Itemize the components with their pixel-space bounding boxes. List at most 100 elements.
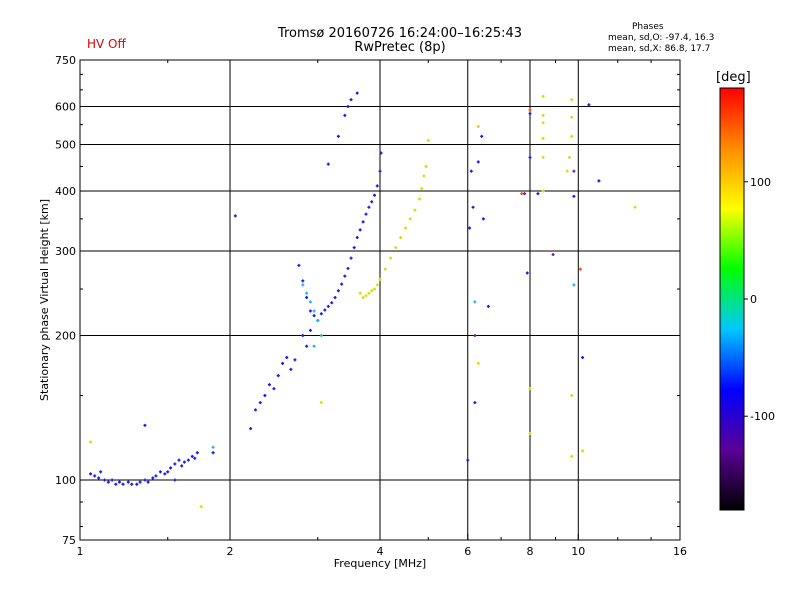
data-point [130,482,134,486]
y-tick-label: 75 [62,534,76,547]
data-point [473,401,477,405]
data-point [572,194,576,198]
data-point [367,291,371,295]
data-point [528,387,532,391]
data-point [570,454,574,458]
data-point [346,266,350,270]
data-point [285,355,289,359]
data-point [166,470,170,474]
x-tick-label: 4 [377,545,384,558]
data-point [301,334,305,338]
data-point [114,482,118,486]
data-point [211,445,215,449]
data-point [481,217,485,221]
data-point [301,283,305,287]
data-point [597,179,601,183]
data-point [413,208,417,212]
data-point [426,138,430,142]
data-point [143,478,147,482]
data-point [138,480,142,484]
data-point [473,300,477,304]
data-point [476,160,480,164]
data-point [424,164,428,168]
data-point [312,314,316,318]
data-point [373,287,377,291]
data-point [103,478,107,482]
data-point [97,476,101,480]
data-point [525,271,529,275]
data-point [305,296,309,300]
data-point [536,192,540,196]
data-point [272,387,276,391]
data-point [177,458,181,462]
data-point [476,361,480,365]
data-point [403,226,407,230]
data-point [358,291,362,295]
data-point [99,470,103,474]
data-point [480,134,484,138]
data-point [106,480,110,484]
data-point [169,466,173,470]
data-point [469,169,473,173]
data-point [173,462,177,466]
data-point [186,458,190,462]
data-point [523,192,527,196]
data-point [378,169,382,173]
data-point [355,236,359,240]
data-point [375,184,379,188]
data-point [420,186,424,190]
data-point [358,228,362,232]
data-point [373,193,377,197]
data-point [281,361,285,365]
data-point [301,279,305,283]
data-point [570,394,574,398]
x-tick-label: 1 [77,545,84,558]
x-tick-label: 10 [571,545,585,558]
y-tick-label: 750 [55,54,76,67]
data-point [361,296,365,300]
data-point [379,151,383,155]
data-point [570,115,574,119]
data-point [471,205,475,209]
data-point [473,334,477,338]
data-point [355,91,359,95]
data-point [308,300,312,304]
data-point [336,134,340,138]
data-point [173,478,177,482]
data-point [135,482,139,486]
data-point [349,256,353,260]
data-point [312,344,316,348]
data-point [528,155,532,159]
y-tick-label: 300 [55,245,76,258]
data-point [154,474,158,478]
data-point [316,318,320,322]
data-point [117,480,121,484]
data-point [408,217,412,221]
data-point [389,256,393,260]
data-point [193,456,197,460]
data-point [466,458,470,462]
data-point [565,169,569,173]
data-point [581,449,585,453]
data-point [323,308,327,312]
data-point [258,401,262,405]
data-point [587,103,591,107]
data-point [308,309,312,313]
data-point [289,367,293,371]
data-point [158,470,162,474]
data-point [383,267,387,271]
data-point [375,283,379,287]
chart-subtitle: RwPretec (8p) [354,40,446,55]
colorbar-tick-label: -100 [750,410,775,423]
data-point [417,197,421,201]
data-point [394,246,398,250]
data-point [333,296,337,300]
data-point [326,162,330,166]
data-point [541,121,545,125]
data-point [346,105,350,109]
y-tick-label: 200 [55,330,76,343]
x-tick-label: 8 [527,545,534,558]
colorbar [719,87,745,511]
data-point [541,189,545,193]
data-point [233,214,237,218]
